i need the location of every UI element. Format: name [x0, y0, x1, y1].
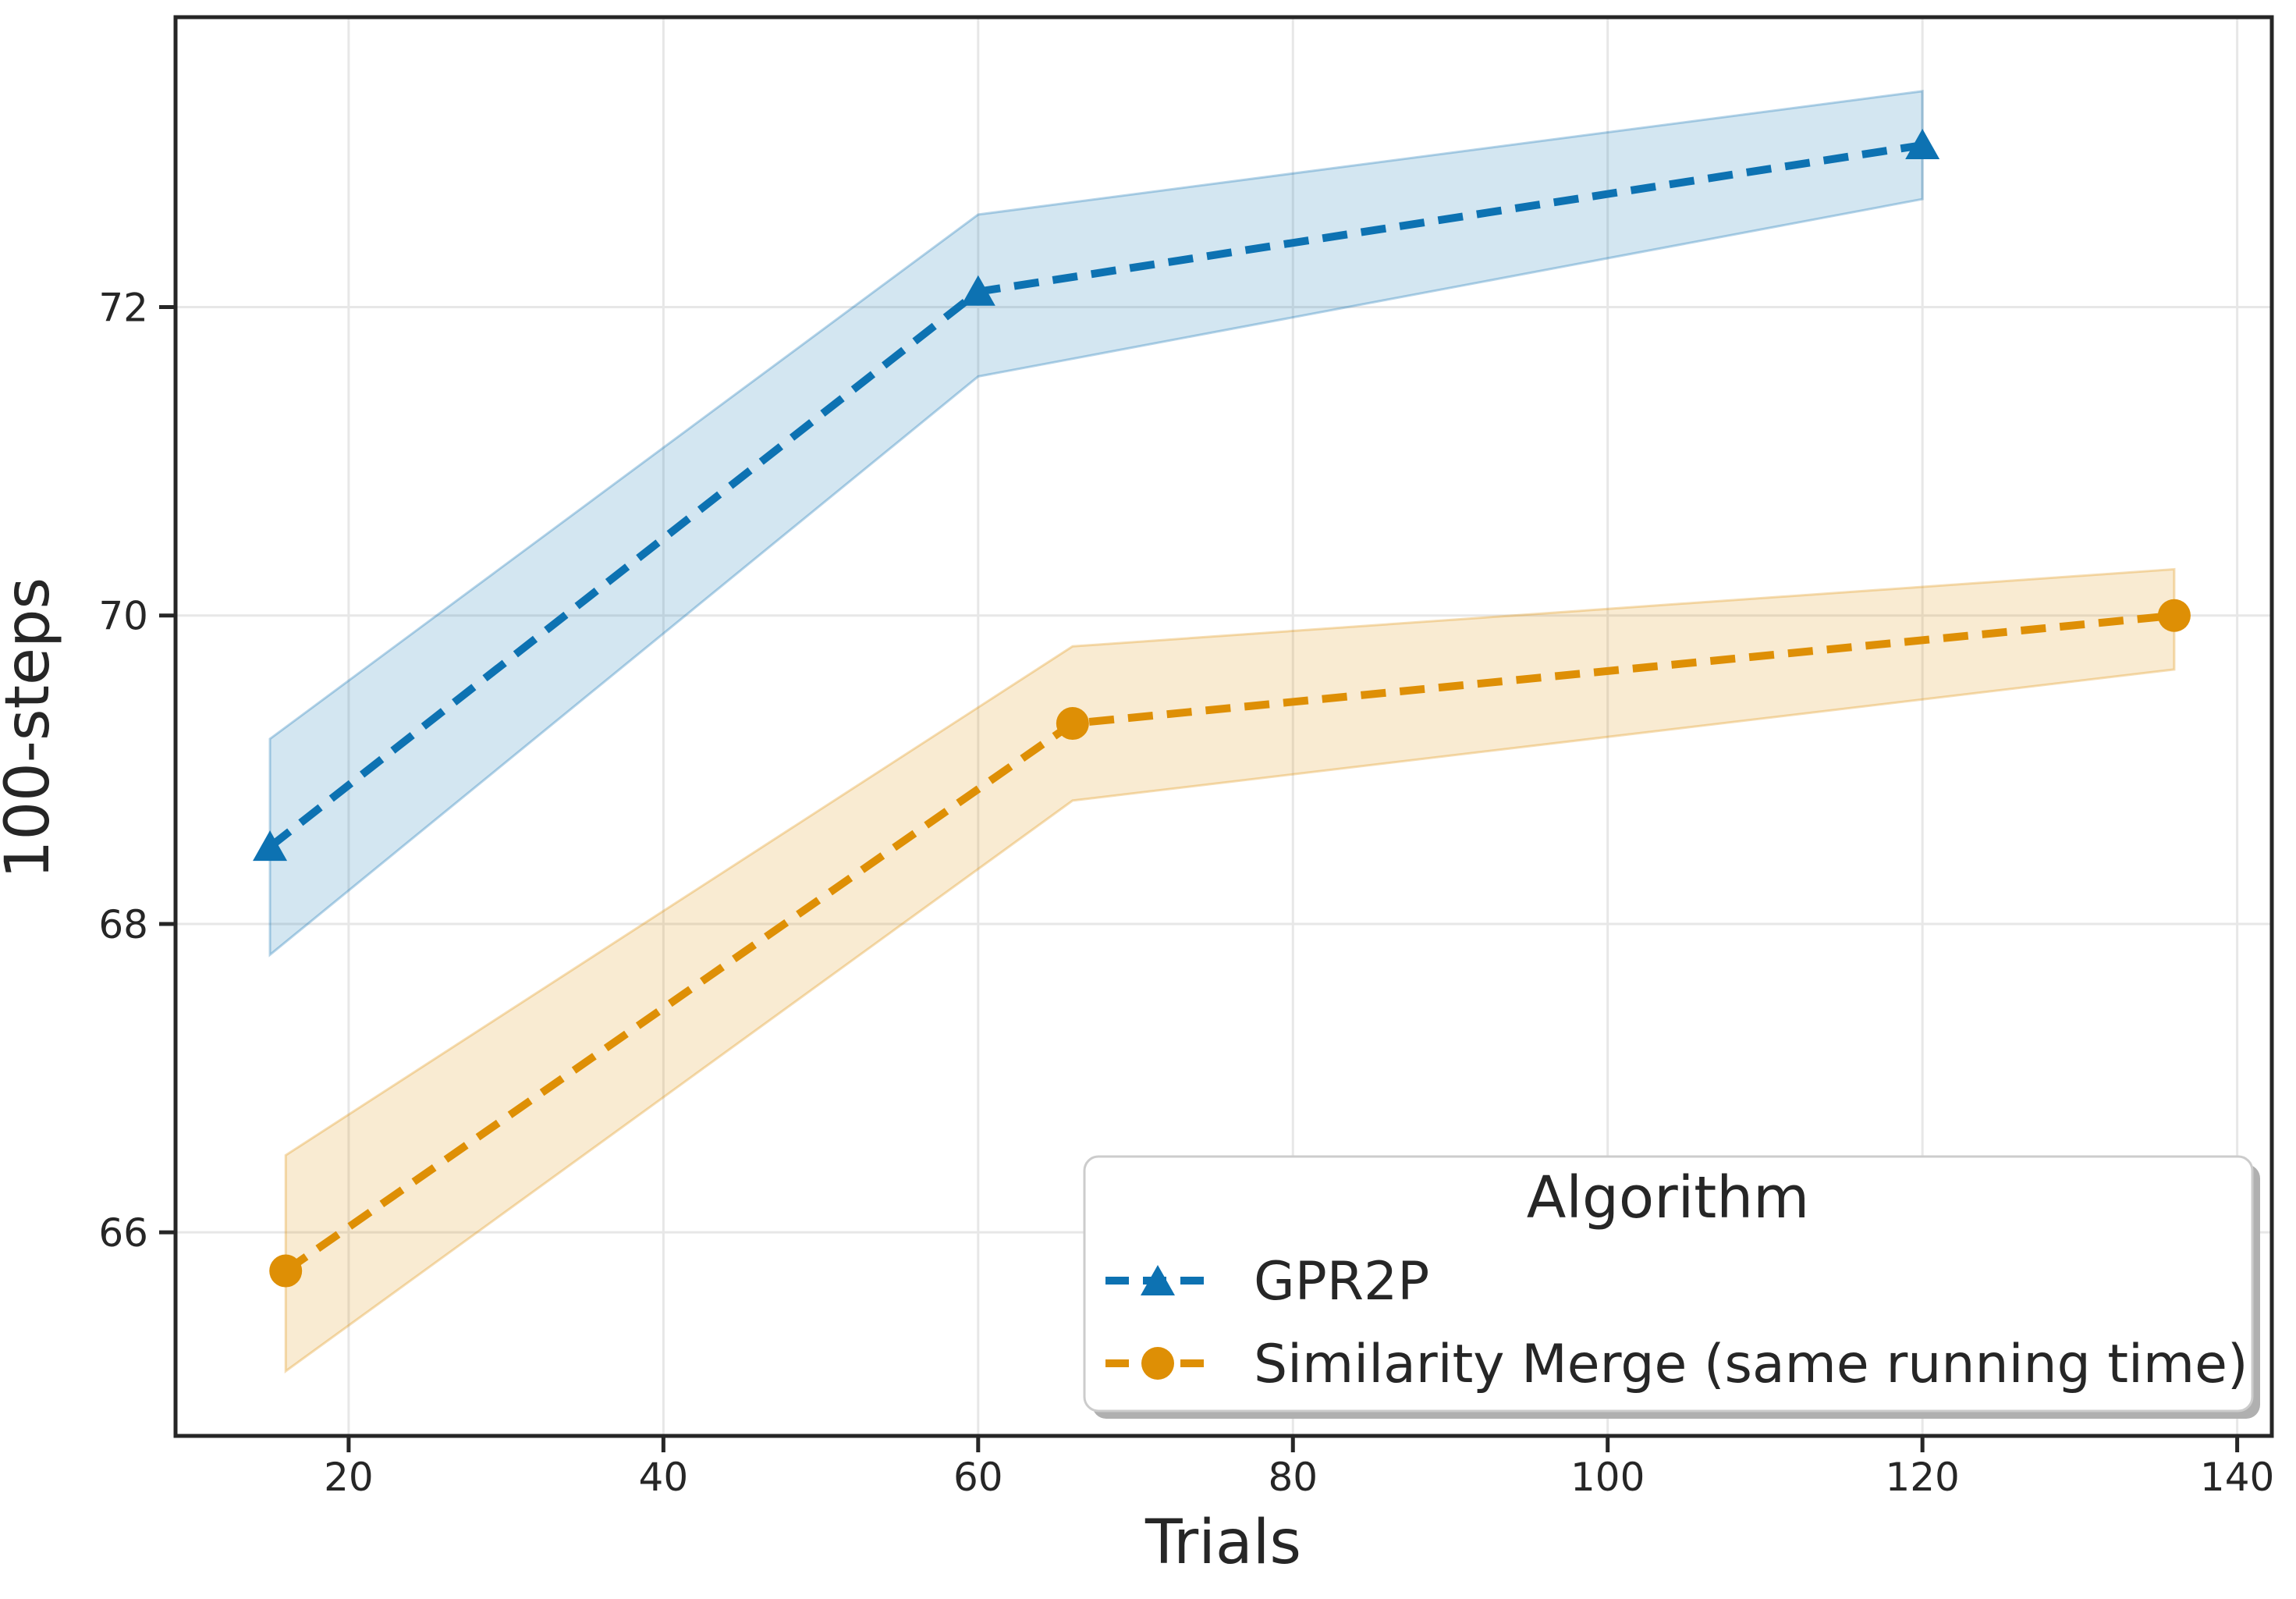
marker-triangle-gpr2p: [1905, 129, 1940, 160]
marker-triangle-gpr2p: [960, 275, 995, 306]
legend-label-similarity-merge: Similarity Merge (same running time): [1254, 1334, 2248, 1395]
plot-border: [173, 15, 2274, 1438]
band-layer: [268, 90, 2176, 1373]
marker-circle-similarity-merge: [2157, 599, 2191, 632]
marker-circle-similarity-merge: [1056, 707, 1089, 741]
marker-layer: [253, 129, 2191, 1288]
grid-layer: [176, 17, 2272, 1436]
legend-label-gpr2p: GPR2P: [1254, 1251, 1429, 1313]
y-tick-label: 70: [98, 594, 148, 639]
x-tick-label: 60: [953, 1455, 1003, 1500]
confidence-band-gpr2p: [268, 90, 1924, 958]
legend-entry-similarity-merge: Similarity Merge (same running time): [1105, 1334, 2248, 1395]
x-tick-label: 140: [2200, 1455, 2274, 1500]
x-tick-label: 100: [1570, 1455, 1645, 1500]
legend-circle-marker-icon: [1141, 1347, 1174, 1380]
legend: Algorithm GPR2P Similarity Merge (same r…: [1083, 1155, 2260, 1419]
legend-triangle-marker-icon: [1141, 1265, 1175, 1295]
y-axis-label: 100-steps: [0, 577, 63, 879]
legend-box: [1083, 1155, 2254, 1412]
legend-title: Algorithm: [1527, 1164, 1809, 1231]
y-tick-label: 72: [98, 286, 148, 331]
marker-triangle-gpr2p: [253, 830, 288, 862]
x-tick-label: 20: [324, 1455, 374, 1500]
y-tick-label: 66: [98, 1210, 148, 1256]
y-tick-label: 68: [98, 902, 148, 947]
legend-entry-gpr2p: GPR2P: [1105, 1251, 1429, 1313]
tick-layer: 20 40 60 80 100 120 140 66 68 70 72: [98, 286, 2274, 1500]
x-axis-label: Trials: [1144, 1508, 1301, 1578]
x-tick-label: 80: [1268, 1455, 1318, 1500]
x-tick-label: 120: [1885, 1455, 1959, 1500]
spine-layer: [173, 15, 2274, 1438]
confidence-band-similarity-merge: [284, 567, 2176, 1373]
x-tick-label: 40: [639, 1455, 689, 1500]
marker-circle-similarity-merge: [269, 1254, 303, 1288]
